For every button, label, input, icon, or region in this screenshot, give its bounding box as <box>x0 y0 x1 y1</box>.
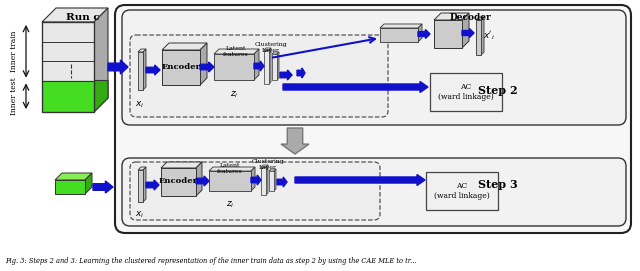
Polygon shape <box>200 43 207 85</box>
Polygon shape <box>277 52 279 80</box>
FancyArrow shape <box>200 62 214 72</box>
FancyArrow shape <box>462 28 474 37</box>
FancyArrow shape <box>146 65 160 75</box>
Polygon shape <box>254 49 259 80</box>
FancyArrow shape <box>418 30 430 38</box>
FancyArrow shape <box>108 60 128 74</box>
Polygon shape <box>272 52 279 54</box>
FancyArrow shape <box>283 82 428 92</box>
Polygon shape <box>85 173 92 194</box>
FancyArrow shape <box>93 181 113 193</box>
Bar <box>380 28 418 42</box>
Polygon shape <box>55 173 92 180</box>
Polygon shape <box>162 43 207 50</box>
Bar <box>42 80 94 112</box>
Text: Inner train: Inner train <box>10 31 18 72</box>
Text: Encoder: Encoder <box>159 177 198 185</box>
Text: Inner test: Inner test <box>10 78 18 115</box>
Polygon shape <box>94 8 108 112</box>
Polygon shape <box>138 49 146 52</box>
Text: $x_i$: $x_i$ <box>135 210 145 221</box>
FancyBboxPatch shape <box>130 162 380 220</box>
Polygon shape <box>209 167 255 171</box>
Text: Encoder: Encoder <box>161 63 200 71</box>
Bar <box>138 52 143 90</box>
FancyBboxPatch shape <box>122 158 626 226</box>
Bar <box>269 171 274 191</box>
Text: $x'_i$: $x'_i$ <box>483 30 495 42</box>
Text: AC
(ward linkage): AC (ward linkage) <box>434 182 490 200</box>
FancyArrow shape <box>254 61 264 71</box>
Bar <box>426 172 498 210</box>
FancyArrow shape <box>281 128 309 154</box>
Polygon shape <box>251 167 255 191</box>
Text: Latent
features: Latent features <box>223 46 249 57</box>
Polygon shape <box>94 80 108 112</box>
Bar <box>430 73 502 111</box>
Bar <box>42 22 94 112</box>
FancyBboxPatch shape <box>130 35 388 117</box>
Text: Clustering
Layer: Clustering Layer <box>255 42 287 53</box>
Text: Fig. 3: Steps 2 and 3: Learning the clustered representation of the inner train : Fig. 3: Steps 2 and 3: Learning the clus… <box>5 257 417 265</box>
FancyBboxPatch shape <box>122 10 626 125</box>
Bar <box>272 54 277 80</box>
FancyArrow shape <box>251 175 261 185</box>
Text: Decoder: Decoder <box>449 12 491 21</box>
Polygon shape <box>161 162 202 168</box>
Bar <box>138 170 143 202</box>
Polygon shape <box>434 13 469 20</box>
Bar <box>161 168 196 196</box>
Bar <box>264 50 269 84</box>
FancyArrow shape <box>280 70 292 80</box>
Text: Step 2: Step 2 <box>478 85 518 95</box>
Bar <box>162 50 200 85</box>
Polygon shape <box>476 17 484 20</box>
Polygon shape <box>261 165 268 167</box>
Text: Latent
features: Latent features <box>217 163 243 174</box>
Text: Clustering
Layer: Clustering Layer <box>252 159 284 170</box>
Polygon shape <box>214 49 259 54</box>
Text: AC
(ward linkage): AC (ward linkage) <box>438 83 494 101</box>
Polygon shape <box>462 13 469 48</box>
Bar <box>214 54 254 80</box>
FancyArrow shape <box>146 180 159 190</box>
Polygon shape <box>264 48 271 50</box>
Polygon shape <box>143 49 146 90</box>
Bar <box>209 171 251 191</box>
Polygon shape <box>418 24 422 42</box>
Text: Run c: Run c <box>66 13 100 22</box>
Polygon shape <box>380 24 422 28</box>
Text: $x_i$: $x_i$ <box>135 99 145 109</box>
Bar <box>476 20 481 55</box>
Polygon shape <box>269 48 271 84</box>
Polygon shape <box>138 167 146 170</box>
FancyArrow shape <box>297 68 305 78</box>
Bar <box>55 180 85 194</box>
Polygon shape <box>481 17 484 55</box>
FancyArrow shape <box>295 175 425 186</box>
Polygon shape <box>42 8 108 22</box>
Polygon shape <box>196 162 202 196</box>
FancyArrow shape <box>277 177 287 187</box>
Polygon shape <box>143 167 146 202</box>
FancyArrow shape <box>196 176 209 186</box>
Bar <box>42 22 94 80</box>
Text: $z_i$: $z_i$ <box>226 199 234 209</box>
Text: Step 3: Step 3 <box>478 179 518 191</box>
Polygon shape <box>269 169 276 171</box>
Text: $z_i$: $z_i$ <box>230 89 238 99</box>
Bar <box>261 167 266 195</box>
Polygon shape <box>274 169 276 191</box>
Polygon shape <box>266 165 268 195</box>
Bar <box>434 20 462 48</box>
FancyBboxPatch shape <box>115 5 631 233</box>
